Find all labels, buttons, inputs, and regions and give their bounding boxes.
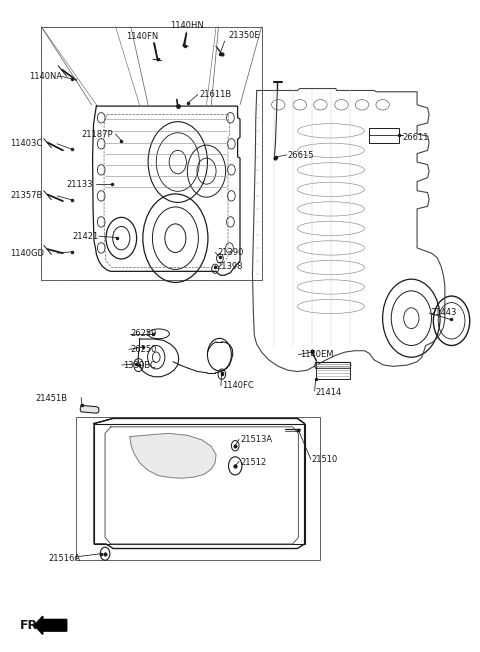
Text: 21512: 21512 bbox=[240, 458, 266, 467]
Text: 21443: 21443 bbox=[431, 308, 457, 318]
Text: 21414: 21414 bbox=[316, 388, 342, 397]
Text: 21516A: 21516A bbox=[48, 554, 81, 563]
Text: 26250: 26250 bbox=[130, 345, 156, 354]
Text: 1339BC: 1339BC bbox=[123, 361, 156, 370]
Text: 21357B: 21357B bbox=[10, 192, 43, 200]
Text: 1140FN: 1140FN bbox=[126, 32, 158, 41]
Text: 26611: 26611 bbox=[403, 133, 429, 142]
Polygon shape bbox=[80, 406, 99, 413]
Text: 21451B: 21451B bbox=[35, 394, 67, 404]
Bar bbox=[369, 128, 399, 143]
Text: 11403C: 11403C bbox=[10, 140, 43, 148]
Text: FR.: FR. bbox=[20, 619, 43, 632]
Text: 21187P: 21187P bbox=[81, 130, 113, 139]
Text: 26615: 26615 bbox=[288, 151, 314, 160]
Text: 1140NA: 1140NA bbox=[29, 72, 62, 81]
Text: 1140EM: 1140EM bbox=[300, 350, 333, 359]
Text: 21390: 21390 bbox=[217, 248, 243, 257]
Bar bbox=[94, 424, 305, 544]
Polygon shape bbox=[130, 434, 216, 479]
Text: 21513A: 21513A bbox=[240, 435, 272, 444]
Text: 1140FC: 1140FC bbox=[222, 381, 253, 391]
Bar bbox=[316, 363, 350, 379]
Text: 21611B: 21611B bbox=[199, 90, 231, 99]
Bar bbox=[41, 27, 262, 280]
Text: 1140GD: 1140GD bbox=[10, 248, 44, 258]
FancyArrow shape bbox=[34, 616, 67, 634]
Text: 21510: 21510 bbox=[312, 455, 338, 464]
Text: 21133: 21133 bbox=[67, 180, 93, 188]
Text: 26259: 26259 bbox=[131, 329, 157, 338]
Text: 1140HN: 1140HN bbox=[170, 21, 204, 30]
Bar bbox=[76, 417, 321, 560]
Text: 21421: 21421 bbox=[72, 231, 99, 241]
Bar bbox=[41, 27, 262, 280]
Text: 21398: 21398 bbox=[216, 261, 242, 271]
Text: 21350E: 21350E bbox=[228, 31, 260, 40]
